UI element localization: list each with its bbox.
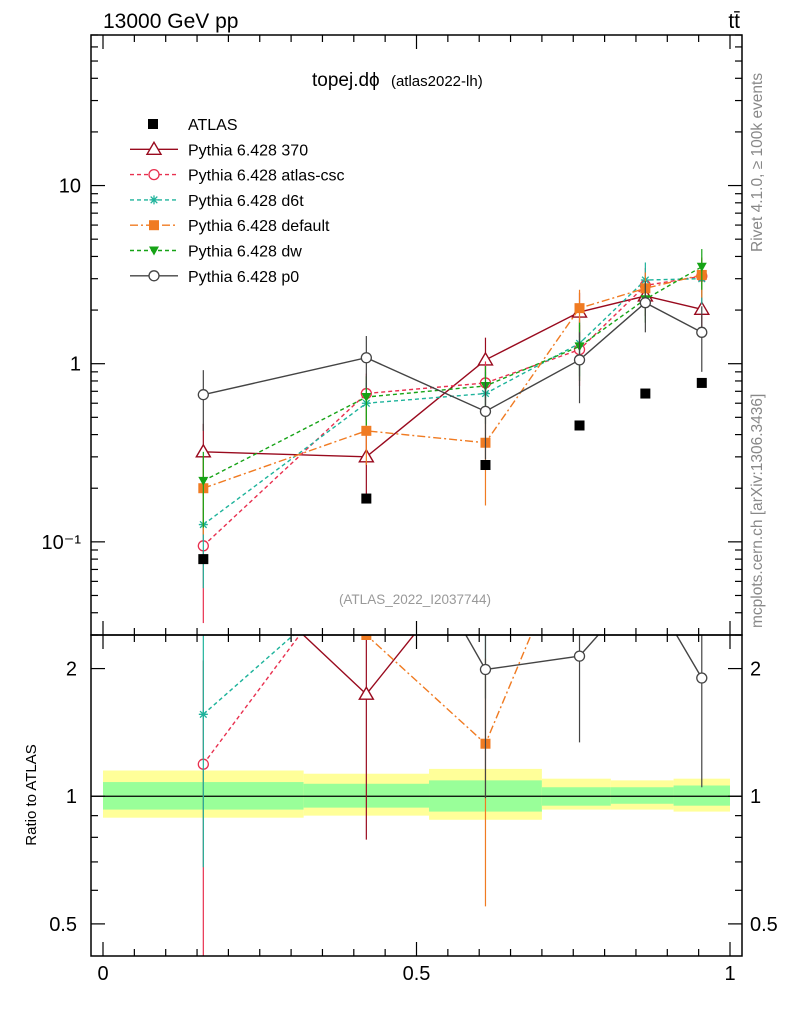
x-tick-label: 0 — [97, 963, 108, 985]
ratio-band-inner — [610, 787, 674, 804]
atlas-point — [480, 460, 491, 471]
main-y-tick-label: 1 — [70, 354, 81, 376]
series-point — [361, 425, 372, 436]
main-y-tick-label: 10⁻¹ — [42, 532, 82, 554]
legend-marker — [149, 220, 159, 231]
series-line — [202, 278, 702, 526]
legend-marker-atlas — [148, 119, 158, 129]
ratio-point — [640, 567, 650, 576]
legend-label: Pythia 6.428 atlas-csc — [188, 168, 345, 185]
plot-title: topej.dϕ (atlas2022-lh) — [312, 70, 483, 91]
series-point — [696, 326, 708, 338]
ratio-point — [361, 541, 371, 551]
main-panel-series — [195, 249, 711, 624]
series-point — [479, 405, 492, 418]
ratio-point — [696, 672, 708, 684]
atlas-point — [640, 388, 651, 399]
plot-title-main: topej.dϕ — [312, 70, 380, 91]
header-left: 13000 GeV pp — [103, 10, 238, 33]
ratio-point — [479, 663, 492, 676]
atlas-point — [696, 377, 707, 388]
legend-label: Pythia 6.428 370 — [188, 142, 308, 159]
atlas-data — [198, 377, 707, 565]
ratio-y-tick-label-right: 2 — [750, 659, 761, 681]
header-right: tt̄ — [728, 10, 740, 33]
ratio-point — [697, 543, 706, 552]
main-y-tick-label: 10 — [59, 176, 81, 198]
ratio-point — [697, 536, 707, 546]
ratio-point — [640, 536, 650, 546]
series-line — [203, 295, 702, 458]
ratio-point — [478, 539, 492, 551]
ratio-point — [575, 596, 584, 605]
x-tick-label: 0.5 — [403, 963, 431, 985]
atlas-point — [198, 554, 209, 565]
ratio-point — [361, 635, 372, 640]
mcplots-label: mcplots.cern.ch [arXiv:1306.3436] — [749, 394, 766, 628]
series-point — [361, 393, 372, 403]
ratio-point — [695, 613, 709, 625]
x-tick-label: 1 — [724, 963, 735, 985]
legend-label: Pythia 6.428 p0 — [188, 269, 299, 286]
series-line — [203, 274, 702, 489]
ratio-point — [697, 515, 707, 524]
ratio-point — [573, 521, 587, 533]
atlas-point — [574, 420, 585, 431]
series-line — [202, 275, 702, 547]
ratio-series-line — [351, 635, 532, 745]
ratio-point — [638, 559, 652, 571]
legend-label: Pythia 6.428 default — [188, 218, 330, 235]
legend-marker — [148, 168, 160, 181]
ratio-point — [641, 523, 650, 532]
ratio-point — [640, 577, 650, 587]
series-point — [360, 352, 372, 364]
ratio-series-line — [302, 635, 415, 696]
series-line — [203, 301, 703, 413]
ratio-y-tick-label: 1 — [66, 786, 77, 808]
ratio-series-line — [465, 635, 703, 679]
ratio-point — [575, 514, 585, 524]
ratio-panel-series — [197, 514, 709, 956]
atlas-point — [361, 493, 372, 504]
plot-title-sub: (atlas2022-lh) — [391, 73, 483, 90]
ratio-series-line — [202, 635, 301, 765]
ratio-point — [575, 603, 585, 612]
legend-label-atlas: ATLAS — [188, 117, 238, 134]
ratio-point — [198, 709, 208, 719]
ratio-point — [358, 685, 375, 700]
legend-label: Pythia 6.428 d6t — [188, 193, 304, 210]
ratio-point — [640, 541, 650, 551]
legend-label: Pythia 6.428 dw — [188, 244, 302, 261]
series-line — [202, 266, 703, 482]
ratio-point — [573, 650, 586, 662]
legend-marker — [145, 140, 163, 155]
series-point — [574, 303, 585, 314]
series-point — [573, 354, 586, 366]
series-point — [197, 389, 209, 401]
ratio-y-tick-label: 2 — [66, 659, 77, 681]
series-point — [198, 476, 209, 486]
legend: ATLAS Pythia 6.428 370 Pythia 6.428 atlas-… — [130, 117, 345, 286]
ratio-point — [481, 622, 490, 631]
legend-marker — [149, 195, 159, 205]
watermark: (ATLAS_2022_I2037744) — [339, 592, 491, 607]
ratio-point — [575, 608, 585, 618]
ratio-y-tick-label: 0.5 — [49, 914, 77, 936]
axes: 10 1 10⁻¹ 2 2 1 1 0.5 0.5 0 0.5 1 — [42, 34, 778, 985]
ratio-point — [362, 566, 371, 575]
ratio-ylabel: Ratio to ATLAS — [23, 744, 40, 845]
legend-marker — [148, 270, 160, 282]
ratio-point — [361, 551, 371, 560]
series-point — [696, 262, 707, 272]
ratio-bands — [91, 768, 742, 820]
legend-marker — [149, 246, 159, 256]
ratio-series-line — [202, 635, 295, 715]
ratio-point — [198, 622, 208, 632]
series-point — [639, 297, 652, 309]
rivet-label: Rivet 4.1.0, ≥ 100k events — [749, 73, 766, 252]
ratio-y-tick-label-right: 1 — [750, 786, 761, 808]
ratio-point — [697, 536, 707, 546]
ratio-y-tick-label-right: 0.5 — [750, 914, 778, 936]
